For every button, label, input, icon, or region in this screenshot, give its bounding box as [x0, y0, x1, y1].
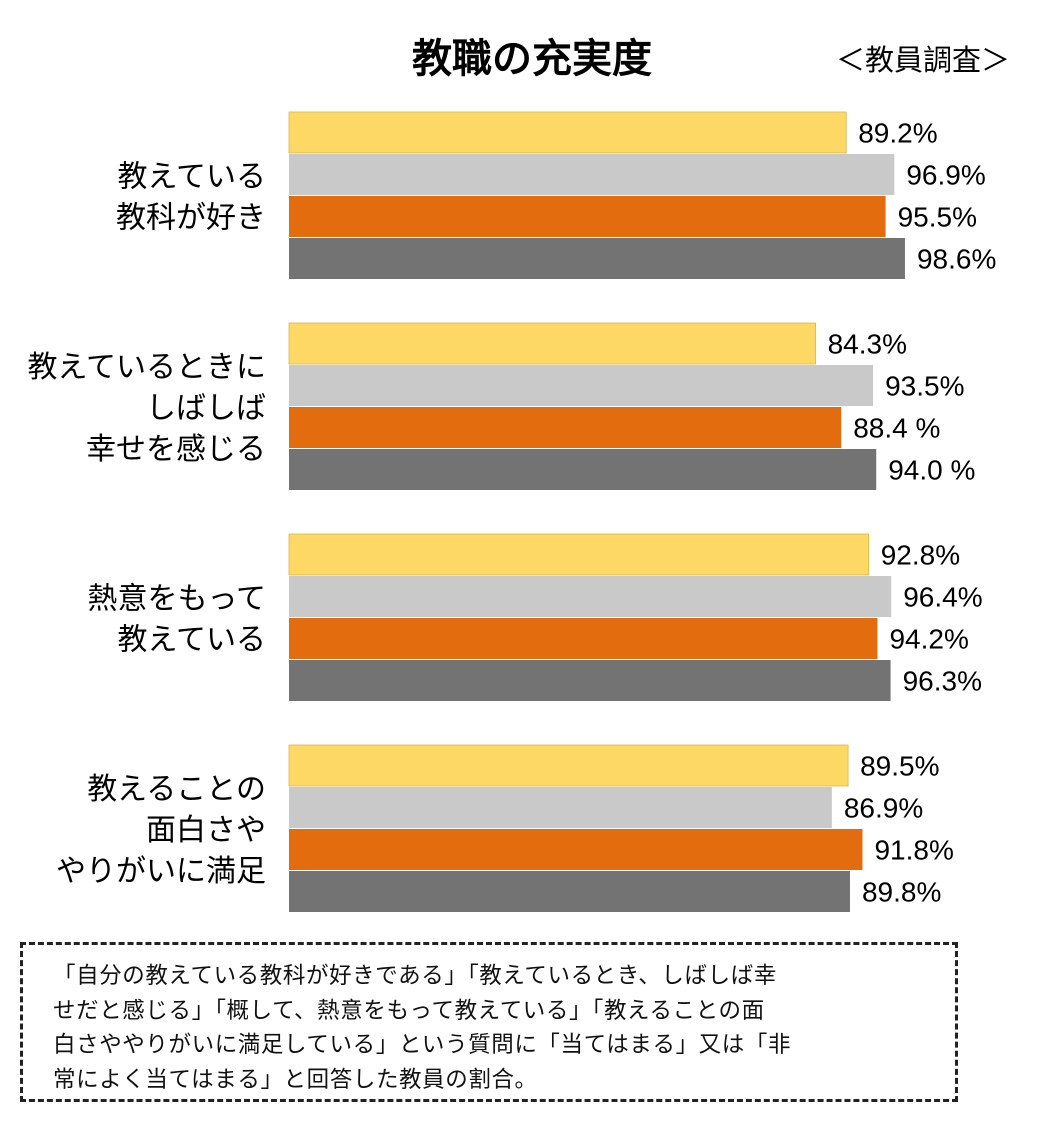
category-label: しばしば: [146, 391, 266, 426]
note-line: 常によく当てはまる」と回答した教員の割合。: [53, 1066, 538, 1093]
bar: [288, 533, 870, 576]
data-label: 98.6%: [917, 244, 996, 275]
category-label: 面白さや: [146, 813, 266, 848]
data-label: 84.3%: [828, 329, 907, 360]
chart-title: 教職の充実度: [412, 36, 652, 82]
bar: [289, 238, 905, 279]
bar: [289, 449, 877, 490]
chart-subtitle: ＜教員調査＞: [836, 43, 1010, 77]
data-label: 95.5%: [898, 202, 977, 233]
bar: [289, 196, 886, 237]
data-label: 89.2%: [858, 118, 937, 149]
category-label: 教えている: [118, 623, 267, 658]
data-label: 96.9%: [906, 160, 985, 191]
bar: [289, 787, 832, 828]
category-label: やりがいに満足: [56, 854, 266, 889]
bar: [289, 576, 892, 617]
bar: [288, 744, 849, 787]
bar: [289, 829, 863, 870]
bar: [288, 322, 817, 365]
data-label: 96.4%: [903, 582, 982, 613]
bar-chart: 教職の充実度 ＜教員調査＞ 教えている教科が好き89.2%96.9%95.5%9…: [28, 36, 1010, 912]
category-label: 教科が好き: [116, 201, 266, 236]
data-label: 86.9%: [844, 793, 923, 824]
bar: [289, 618, 878, 659]
bar: [289, 871, 850, 912]
category-label: 幸せを感じる: [86, 432, 266, 467]
data-label: 94.0 %: [888, 455, 975, 486]
bar: [289, 154, 895, 195]
data-label: 89.5%: [860, 751, 939, 782]
data-label: 89.8%: [862, 877, 941, 908]
bar: [289, 407, 842, 448]
bar: [289, 660, 891, 701]
data-label: 93.5%: [885, 371, 964, 402]
category-label: 教えている: [118, 160, 267, 195]
data-label: 94.2%: [889, 624, 968, 655]
category-label: 熱意をもって: [88, 582, 267, 617]
bar: [288, 111, 847, 154]
note-line: せだと感じる」「概して、熱意をもって教えている」「教えることの面: [53, 997, 765, 1024]
data-label: 92.8%: [881, 540, 960, 571]
survey-note: 「自分の教えている教科が好きである」「教えているとき、しばしば幸 せだと感じる」…: [20, 942, 958, 1102]
category-label: 教えているときに: [28, 350, 267, 385]
data-label: 88.4 %: [853, 413, 940, 444]
category-label: 教えることの: [87, 772, 266, 807]
bar: [289, 365, 874, 406]
note-line: 白さややりがいに満足している」という質問に「当てはまる」又は「非: [53, 1032, 792, 1058]
data-label: 96.3%: [903, 666, 982, 697]
data-label: 91.8%: [874, 835, 953, 866]
note-line: 「自分の教えている教科が好きである」「教えているとき、しばしば幸: [53, 963, 777, 989]
